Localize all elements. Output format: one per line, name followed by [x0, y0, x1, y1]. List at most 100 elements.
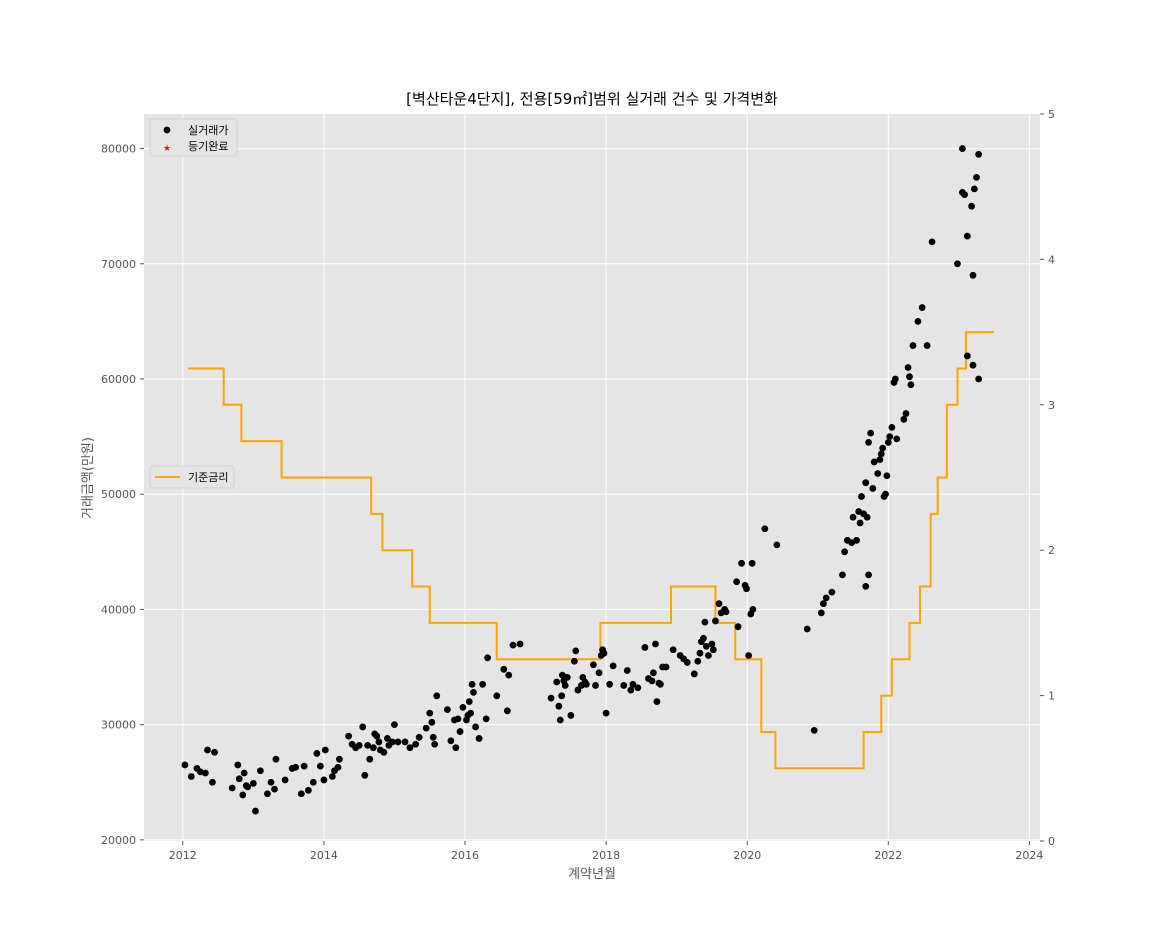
transaction-point	[595, 669, 603, 677]
scatter-series	[181, 145, 983, 815]
transaction-point	[888, 423, 896, 431]
transaction-point	[561, 682, 569, 689]
transaction-point	[334, 763, 342, 771]
transaction-point	[412, 740, 420, 748]
transaction-point	[963, 232, 971, 240]
transaction-point	[652, 640, 659, 648]
transaction-point	[733, 578, 741, 586]
transaction-point	[891, 375, 899, 383]
transaction-point	[634, 684, 642, 692]
transaction-point	[479, 680, 487, 688]
transaction-point	[865, 571, 872, 579]
transaction-point	[900, 415, 908, 423]
transaction-point	[700, 634, 707, 642]
x-tick-label: 2012	[169, 849, 197, 862]
transaction-point	[969, 361, 977, 369]
transaction-point	[722, 608, 730, 616]
transaction-point	[820, 600, 827, 608]
transaction-point	[694, 657, 702, 665]
transaction-point	[712, 617, 719, 625]
transaction-point	[472, 723, 479, 731]
transaction-point	[641, 644, 649, 651]
transaction-point	[609, 662, 617, 670]
transaction-point	[313, 750, 321, 757]
transaction-point	[406, 744, 414, 752]
transaction-point	[574, 686, 582, 694]
transaction-point	[503, 707, 511, 715]
y-axis-ticks: 20000 30000 40000 50000 60000 70000 80000	[101, 143, 144, 847]
transaction-point	[516, 640, 524, 648]
transaction-point	[309, 778, 317, 786]
transaction-point	[300, 762, 308, 770]
transaction-point	[555, 702, 563, 710]
transaction-point	[863, 513, 871, 521]
transaction-point	[201, 769, 209, 777]
transaction-point	[431, 740, 439, 748]
transaction-point	[373, 732, 381, 740]
y2-tick-label: 1	[1048, 690, 1055, 703]
transaction-point	[456, 728, 464, 735]
transaction-point	[252, 807, 259, 815]
x-tick-label: 2016	[451, 849, 479, 862]
transaction-point	[316, 762, 324, 770]
legend-marker-circle	[163, 126, 171, 134]
transaction-point	[858, 493, 865, 500]
transaction-point	[906, 373, 913, 381]
transaction-point	[493, 692, 501, 700]
transaction-point	[482, 715, 490, 723]
transaction-point	[902, 410, 910, 417]
transaction-point	[428, 718, 436, 726]
transaction-point	[602, 709, 610, 717]
transaction-point	[556, 716, 564, 724]
transaction-point	[391, 721, 398, 729]
transaction-point	[235, 775, 243, 783]
transaction-point	[505, 671, 513, 679]
transaction-point	[239, 791, 247, 799]
transaction-point	[620, 682, 628, 689]
transaction-point	[380, 748, 388, 756]
transaction-point	[862, 582, 870, 590]
transaction-point	[883, 472, 891, 480]
transaction-point	[563, 673, 571, 681]
transaction-point	[738, 559, 745, 567]
transaction-point	[249, 779, 257, 787]
transaction-point	[839, 571, 846, 579]
transaction-point	[867, 429, 875, 437]
y2-tick-label: 2	[1048, 544, 1055, 557]
y-tick-label: 70000	[101, 258, 136, 271]
plot-background	[144, 114, 1040, 841]
transaction-point	[465, 698, 473, 705]
transaction-point	[869, 485, 877, 492]
transaction-point	[822, 594, 830, 602]
transaction-point	[267, 778, 275, 786]
transaction-point	[570, 657, 578, 665]
transaction-point	[257, 767, 264, 775]
transaction-point	[876, 456, 884, 464]
transaction-point	[558, 692, 566, 700]
transaction-point	[359, 723, 367, 731]
transaction-point	[361, 771, 369, 779]
transaction-point	[590, 661, 597, 669]
transaction-point	[904, 364, 912, 371]
transaction-point	[320, 776, 328, 784]
transaction-point	[467, 709, 475, 717]
transaction-point	[321, 746, 329, 754]
transaction-point	[345, 732, 352, 740]
y-tick-label: 40000	[101, 603, 136, 616]
transaction-point	[422, 724, 430, 732]
transaction-point	[907, 381, 915, 389]
legend-label-transactions: 실거래가	[188, 124, 228, 137]
transaction-point	[690, 670, 698, 678]
transaction-point	[961, 191, 968, 199]
x-tick-label: 2014	[310, 849, 338, 862]
transaction-point	[228, 784, 236, 792]
y-tick-label: 60000	[101, 373, 136, 386]
transaction-point	[701, 618, 709, 626]
transaction-point	[773, 541, 781, 549]
y-tick-label: 30000	[101, 719, 136, 732]
legend-marker-star: ★	[163, 144, 171, 154]
transaction-point	[553, 678, 561, 686]
transaction-point	[433, 692, 441, 700]
transaction-point	[401, 738, 409, 746]
